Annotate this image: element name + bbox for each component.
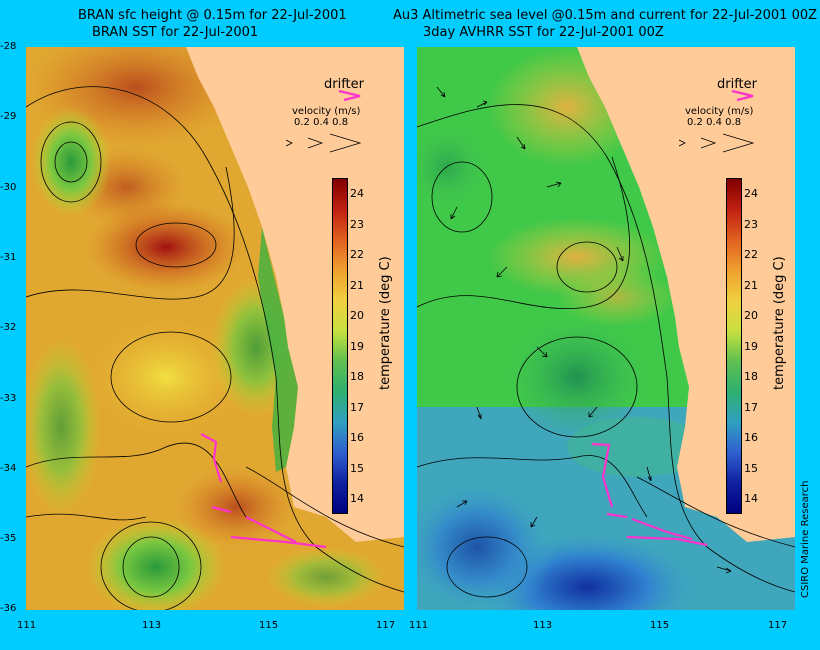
left-title-line1: BRAN sfc height @ 0.15m for 22-Jul-2001 [78,8,347,23]
colorbar-tick-label: 20 [350,309,364,322]
lon-tick-label: 117 [376,620,396,631]
velocity-values: 0.2 0.4 0.8 [294,117,349,128]
colorbar-tick-label: 17 [350,400,364,414]
lon-tick-label: 113 [142,620,162,631]
lon-tick-label: 117 [768,620,788,631]
lat-tick-label: -33 [0,392,17,404]
drifter-arrow-icon-right [731,89,754,102]
colorbar-left [332,178,348,514]
colorbar-tick-label: 20 [744,309,758,322]
velocity-values-right: 0.2 0.4 0.8 [687,117,742,128]
velocity-label: velocity (m/s) [292,106,361,117]
lon-tick-label: 111 [409,620,429,631]
colorbar-tick-label: 14 [744,492,758,505]
colorbar-tick-label: 19 [350,339,364,353]
credit-text: CSIRO Marine Research [800,480,811,598]
velocity-legend-left: velocity (m/s) 0.2 0.4 0.8 [292,106,360,128]
colorbar-tick-label: 14 [350,492,364,505]
bran-sst-map [26,47,404,610]
lon-tick-label: 111 [17,620,37,631]
lat-tick-label: -36 [0,603,17,615]
drifter-label-right: drifter [717,77,757,92]
lat-tick-label: -30 [0,181,17,193]
left-title-line2: BRAN SST for 22-Jul-2001 [92,25,259,40]
colorbar-tick-label: 19 [744,339,758,353]
lon-tick-label: 115 [650,620,670,631]
colorbar-tick-label: 21 [350,278,364,292]
colorbar-tick-label: 24 [744,187,758,200]
colorbar-tick-label: 18 [350,370,364,383]
colorbar-tick-label: 23 [350,217,364,231]
colorbar-right [726,178,742,514]
colorbar-tick-label: 18 [744,370,758,383]
colorbar-tick-label: 17 [744,400,758,414]
colorbar-tick-label: 23 [744,217,758,231]
drifter-arrow-icon [338,89,361,102]
drifter-legend-right: drifter [717,73,757,92]
lat-tick-label: -29 [0,111,17,123]
colorbar-title-left: temperature (deg C) [378,256,393,390]
lat-tick-label: -31 [0,251,17,263]
lat-tick-label: -34 [0,462,17,474]
colorbar-tick-label: 15 [744,461,758,475]
right-title-line2: 3day AVHRR SST for 22-Jul-2001 00Z [423,25,664,40]
colorbar-tick-label: 15 [350,461,364,475]
velocity-scale-arrows-left [286,133,362,153]
lon-tick-label: 115 [259,620,279,631]
velocity-scale-arrows-right [679,133,755,153]
lon-tick-label: 113 [533,620,553,631]
colorbar-tick-label: 16 [350,431,364,444]
colorbar-tick-label: 22 [744,248,758,261]
lat-tick-label: -32 [0,322,17,334]
velocity-label-right: velocity (m/s) [685,106,754,117]
lat-tick-label: -28 [0,41,17,52]
colorbar-tick-label: 22 [350,248,364,261]
colorbar-tick-label: 24 [350,187,364,200]
colorbar-title-right: temperature (deg C) [772,256,787,390]
drifter-legend-left: drifter [324,73,364,92]
right-title-line1: Au3 Altimetric sea level @0.15m and curr… [393,8,818,23]
drifter-label: drifter [324,77,364,92]
velocity-legend-right: velocity (m/s) 0.2 0.4 0.8 [685,106,753,128]
colorbar-tick-label: 16 [744,431,758,444]
colorbar-tick-label: 21 [744,278,758,292]
lat-tick-label: -35 [0,533,17,545]
